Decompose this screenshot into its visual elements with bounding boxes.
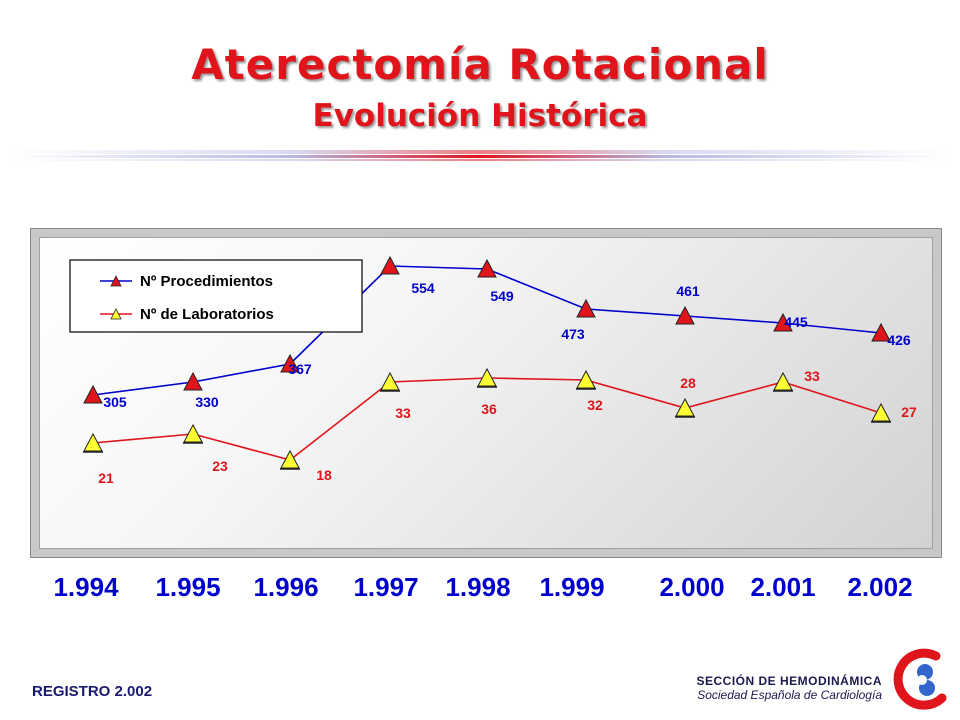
data-point xyxy=(576,298,596,318)
legend-marker xyxy=(110,308,122,320)
decorative-rule xyxy=(10,150,950,161)
data-label: 330 xyxy=(195,394,219,410)
data-label: 426 xyxy=(887,332,911,348)
x-tick-label: 1.997 xyxy=(353,572,419,602)
data-label: 305 xyxy=(103,394,127,410)
data-label: 23 xyxy=(212,458,228,474)
data-label: 549 xyxy=(490,288,514,304)
data-label: 33 xyxy=(804,368,820,384)
data-point xyxy=(183,423,203,443)
data-point xyxy=(871,402,891,422)
footer-society-block: SECCIÓN DE HEMODINÁMICA Sociedad Español… xyxy=(696,674,882,702)
data-label: 27 xyxy=(901,404,917,420)
footer-registry: REGISTRO 2.002 xyxy=(32,683,153,700)
data-point xyxy=(280,353,300,373)
data-point xyxy=(380,255,400,275)
data-label: 32 xyxy=(587,397,603,413)
x-tick-label: 2.001 xyxy=(750,572,816,602)
data-label: 33 xyxy=(395,405,411,421)
footer-section: SECCIÓN DE HEMODINÁMICA xyxy=(696,674,882,688)
x-tick-label: 1.996 xyxy=(253,572,319,602)
legend-marker xyxy=(110,275,122,287)
data-label: 28 xyxy=(680,375,696,391)
data-point xyxy=(773,312,793,332)
legend-label: Nº Procedimientos xyxy=(140,273,273,290)
footer-society: Sociedad Española de Cardiología xyxy=(697,688,882,702)
data-label: 36 xyxy=(481,401,497,417)
series-line-laboratorios xyxy=(92,377,882,461)
chart-title: Aterectomía Rotacional xyxy=(191,40,769,89)
chart-frame xyxy=(30,228,942,558)
data-point xyxy=(675,397,695,417)
data-label: 21 xyxy=(98,470,114,486)
data-label: 461 xyxy=(676,283,700,299)
data-label: 473 xyxy=(561,326,585,342)
data-label: 554 xyxy=(411,280,435,296)
x-tick-label: 1.998 xyxy=(445,572,511,602)
data-point xyxy=(477,367,497,387)
data-point xyxy=(773,371,793,391)
data-point xyxy=(183,371,203,391)
data-point xyxy=(83,384,103,404)
data-label: 445 xyxy=(784,314,808,330)
legend-label: Nº de Laboratorios xyxy=(140,306,274,323)
data-point xyxy=(576,369,596,389)
data-label: 367 xyxy=(288,361,312,377)
society-logo-icon xyxy=(893,648,947,710)
x-tick-label: 2.002 xyxy=(847,572,913,602)
data-label: 18 xyxy=(316,467,332,483)
x-axis-labels: 1.994 1.995 1.996 1.997 1.998 1.999 2.000 2.001… xyxy=(0,572,960,612)
data-point xyxy=(83,432,103,452)
x-tick-label: 2.000 xyxy=(659,572,725,602)
chart-subtitle: Evolución Histórica xyxy=(312,98,648,134)
data-point xyxy=(280,449,300,469)
data-point xyxy=(477,258,497,278)
data-point xyxy=(675,305,695,325)
x-tick-label: 1.995 xyxy=(155,572,221,602)
legend-box xyxy=(69,259,363,333)
data-point xyxy=(380,371,400,391)
x-tick-label: 1.999 xyxy=(539,572,605,602)
x-tick-label: 1.994 xyxy=(53,572,119,602)
data-point xyxy=(871,322,891,342)
